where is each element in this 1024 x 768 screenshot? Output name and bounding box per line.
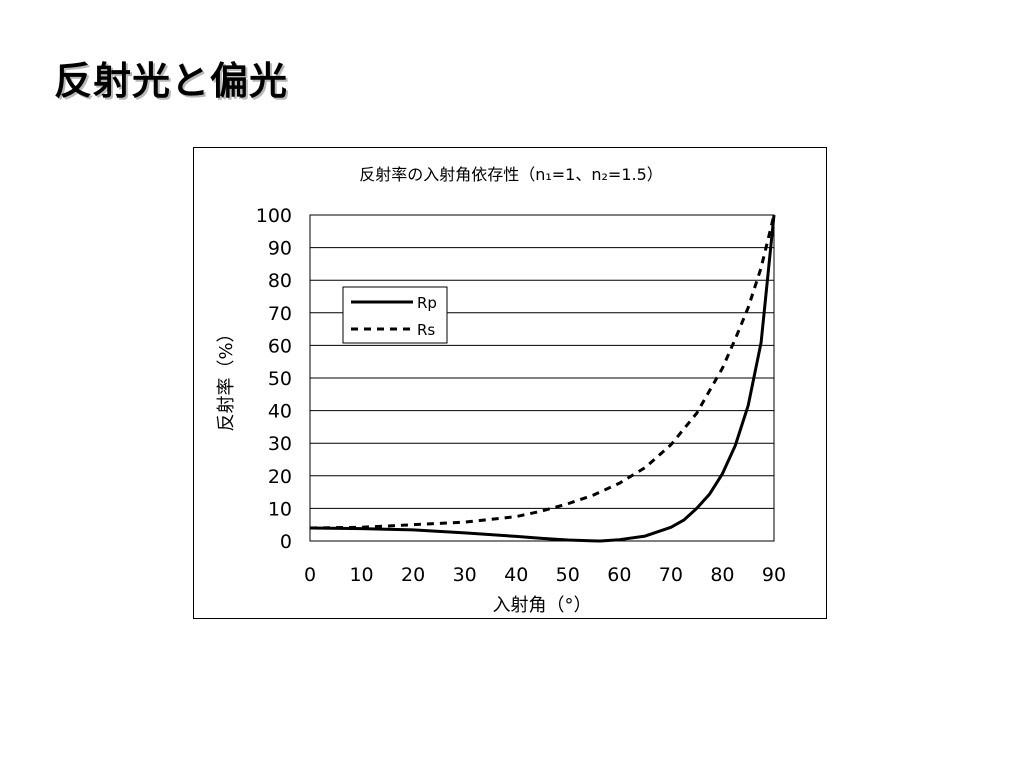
y-tick-label: 40 bbox=[268, 401, 292, 423]
y-tick-label: 30 bbox=[268, 433, 292, 455]
series-line-rp bbox=[309, 214, 776, 543]
x-tick-label: 30 bbox=[453, 564, 477, 586]
reflectance-chart: 0 10 20 30 40 50 60 70 80 90 100 0 10 20 30 40 50 60 70 80 9… bbox=[216, 165, 786, 616]
series-line-rs bbox=[309, 214, 776, 530]
legend-box bbox=[342, 286, 448, 344]
grid-layer bbox=[310, 214, 774, 542]
x-tick-label: 60 bbox=[607, 564, 631, 586]
x-tick-label: 70 bbox=[659, 564, 683, 586]
y-tick-label: 90 bbox=[268, 238, 292, 260]
x-tick-label: 20 bbox=[401, 564, 425, 586]
legend: Rp Rs bbox=[342, 286, 448, 344]
y-tick-label: 10 bbox=[268, 498, 292, 520]
plot-border bbox=[309, 214, 775, 542]
y-tick-label: 100 bbox=[256, 205, 292, 227]
y-axis-title: 反射率（%） bbox=[216, 324, 237, 431]
chart-frame: 0 10 20 30 40 50 60 70 80 90 100 0 10 20 30 40 50 60 70 80 9… bbox=[193, 147, 827, 619]
y-tick-label: 0 bbox=[280, 531, 292, 553]
y-tick-label: 70 bbox=[268, 303, 292, 325]
x-tick-label: 50 bbox=[556, 564, 580, 586]
x-tick-label: 10 bbox=[349, 564, 373, 586]
y-tick-label: 80 bbox=[268, 270, 292, 292]
y-tick-label: 20 bbox=[268, 466, 292, 488]
slide-title: 反射光と偏光 bbox=[54, 59, 289, 103]
series-layer bbox=[309, 214, 776, 543]
legend-label-rs: Rs bbox=[417, 321, 435, 339]
x-axis-title: 入射角（°） bbox=[493, 595, 592, 616]
legend-label-rp: Rp bbox=[417, 294, 437, 312]
y-tick-label: 60 bbox=[268, 335, 292, 357]
x-tick-label: 90 bbox=[762, 564, 786, 586]
x-tick-label: 40 bbox=[504, 564, 528, 586]
plot-area bbox=[309, 214, 775, 542]
tick-labels: 0 10 20 30 40 50 60 70 80 90 100 0 10 20 30 40 50 60 70 80 9… bbox=[256, 205, 786, 586]
y-tick-label: 50 bbox=[268, 368, 292, 390]
chart-title: 反射率の入射角依存性（n₁=1、n₂=1.5） bbox=[359, 165, 663, 184]
x-tick-label: 0 bbox=[304, 564, 316, 586]
x-tick-label: 80 bbox=[710, 564, 734, 586]
